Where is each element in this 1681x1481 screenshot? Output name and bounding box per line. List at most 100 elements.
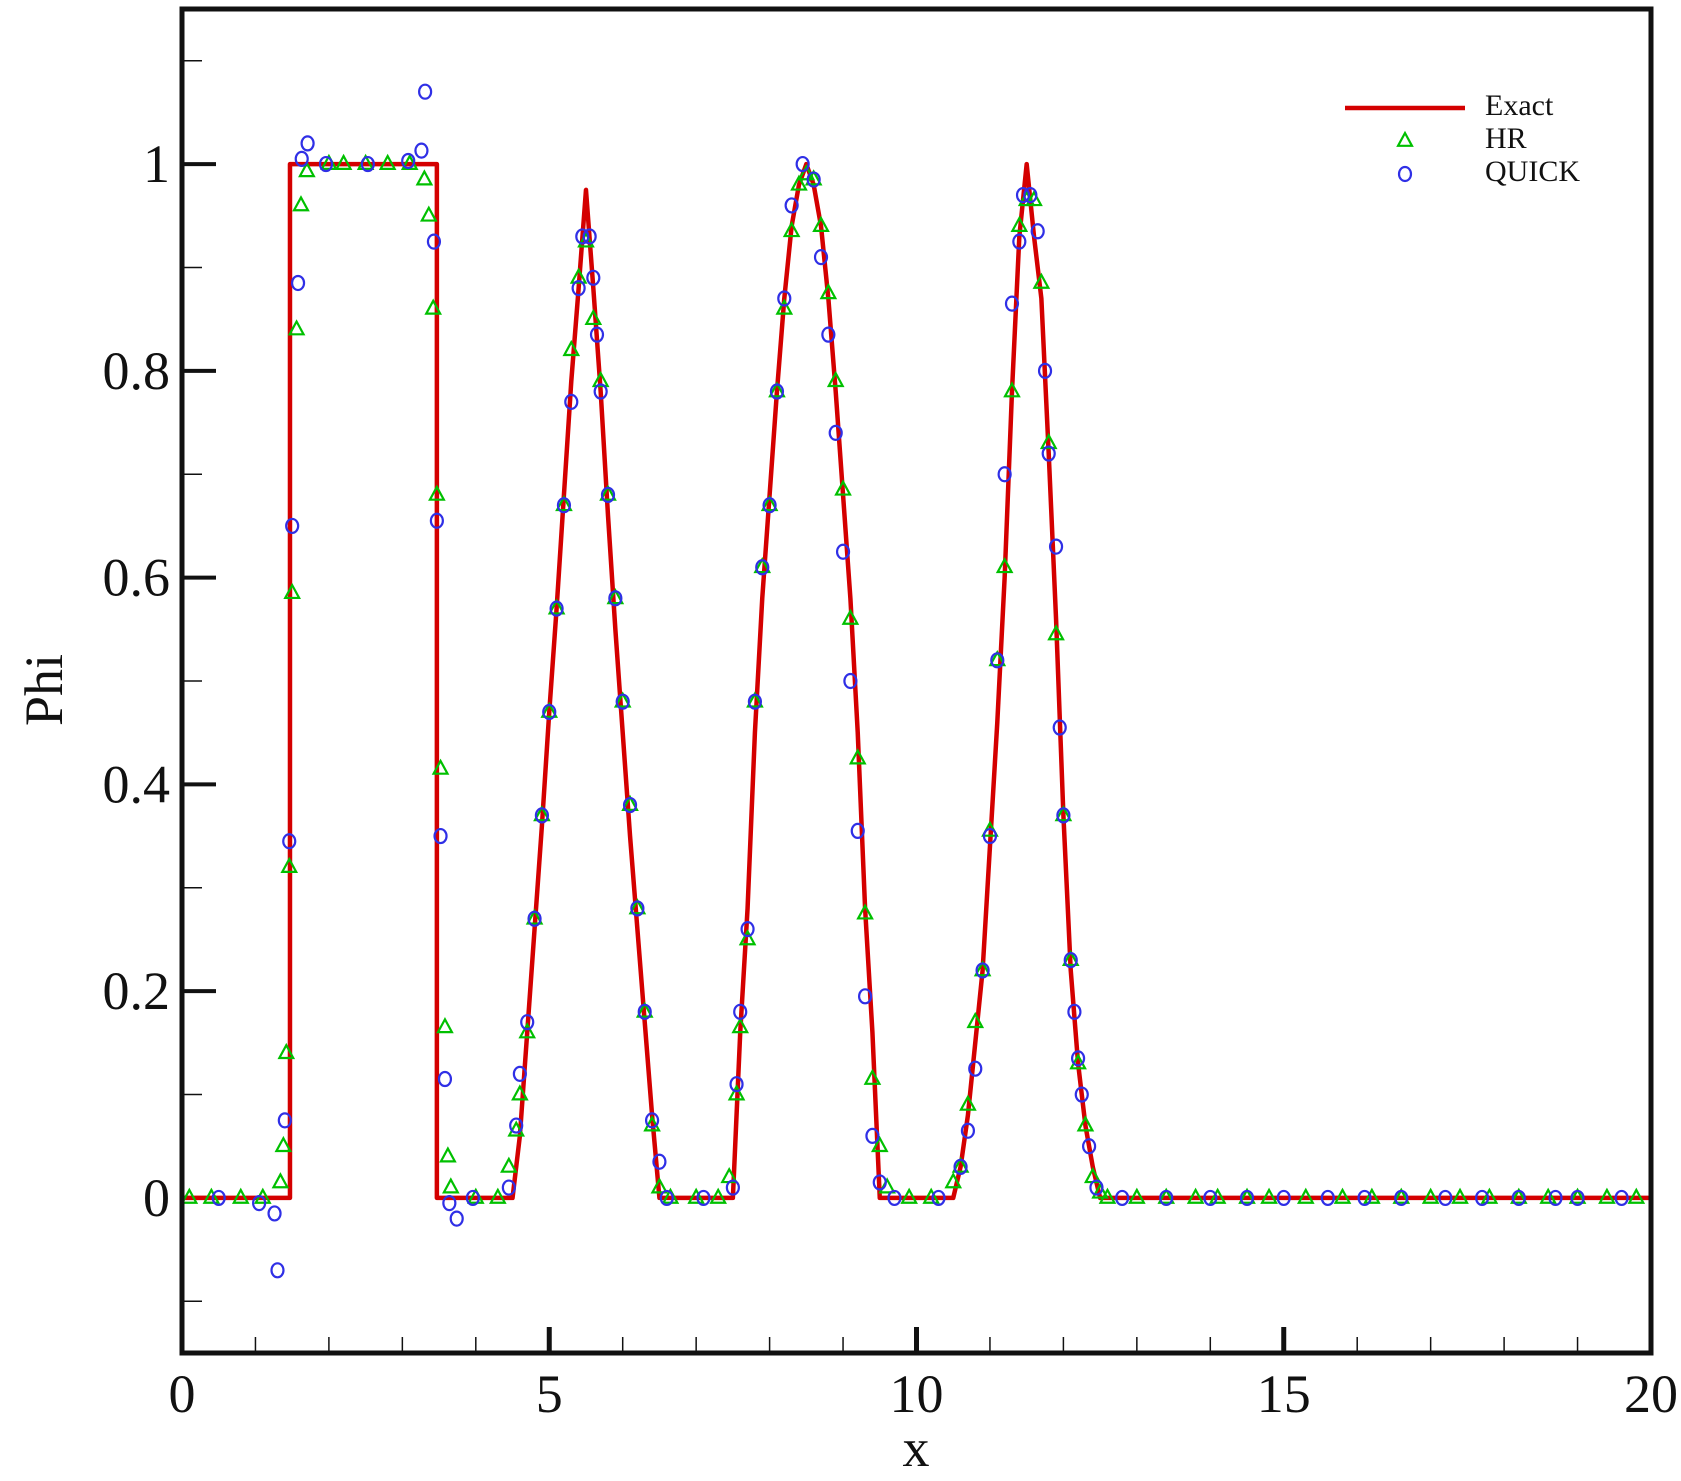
quick-marker	[843, 672, 858, 690]
x-tick-label: 20	[1624, 1364, 1678, 1424]
hr-marker	[489, 1187, 507, 1204]
quick-marker	[252, 1194, 267, 1212]
quick-marker	[1570, 1189, 1585, 1207]
hr-marker	[298, 161, 316, 178]
hr-marker	[431, 758, 450, 775]
y-tick-label: 0.6	[103, 548, 171, 608]
quick-marker	[277, 1112, 292, 1129]
hr-marker	[182, 1187, 199, 1204]
quick-marker	[270, 1262, 285, 1279]
hr-marker	[1032, 272, 1051, 289]
hr-marker	[709, 1187, 727, 1204]
quick-marker	[1438, 1189, 1453, 1207]
hr-marker	[202, 1187, 221, 1204]
quick-marker	[755, 559, 770, 576]
quick-marker	[1070, 1050, 1086, 1067]
hr-marker	[819, 283, 838, 300]
hr-marker	[900, 1187, 918, 1204]
legend-marker	[1397, 165, 1413, 183]
quick-marker	[1012, 233, 1027, 250]
hr-marker	[1091, 1182, 1109, 1199]
hr-marker	[944, 1172, 963, 1189]
quick-marker	[282, 833, 297, 850]
quick-marker	[1063, 952, 1078, 969]
quick-marker	[1159, 1189, 1174, 1207]
hr-marker	[1238, 1187, 1256, 1204]
hr-marker	[1363, 1187, 1381, 1204]
y-axis-label: Phi	[14, 654, 74, 726]
hr-marker	[768, 381, 786, 398]
quick-marker	[795, 155, 810, 173]
quick-marker	[1115, 1189, 1130, 1207]
hr-marker	[280, 856, 299, 873]
hr-marker	[1157, 1187, 1176, 1204]
quick-marker	[1052, 719, 1067, 736]
hr-marker	[738, 929, 757, 946]
quick-marker	[1056, 807, 1071, 824]
quick-marker	[294, 150, 309, 168]
hr-marker	[1025, 189, 1043, 207]
quick-marker	[564, 393, 579, 410]
hr-marker	[621, 794, 639, 811]
hr-marker	[1568, 1187, 1587, 1204]
hr-marker	[613, 691, 632, 708]
quick-marker	[401, 152, 416, 170]
hr-marker	[1003, 381, 1021, 398]
quick-marker	[211, 1189, 226, 1207]
hr-marker	[966, 1011, 985, 1029]
quick-marker	[534, 807, 550, 824]
quick-marker	[1276, 1189, 1291, 1207]
quick-marker	[575, 228, 590, 245]
quick-marker	[850, 822, 865, 840]
hr-marker	[562, 339, 581, 357]
hr-marker	[650, 1177, 669, 1194]
quick-marker	[997, 466, 1012, 483]
legend-label: HR	[1485, 122, 1527, 155]
quick-marker	[725, 1179, 740, 1196]
hr-marker	[555, 494, 573, 512]
quick-marker	[1048, 538, 1064, 555]
hr-marker	[271, 1172, 290, 1189]
legend-label: Exact	[1485, 89, 1554, 122]
quick-marker	[571, 280, 586, 297]
hr-marker	[1260, 1187, 1278, 1204]
quick-marker	[418, 83, 433, 100]
hr-marker	[419, 205, 438, 222]
hr-marker	[1421, 1187, 1440, 1204]
hr-marker	[812, 215, 830, 233]
hr-marker	[533, 805, 551, 822]
hr-marker	[1128, 1187, 1146, 1204]
hr-marker	[442, 1177, 460, 1194]
hr-marker	[274, 1135, 293, 1153]
y-tick-label: 0.8	[103, 341, 171, 401]
hr-marker	[591, 370, 610, 388]
quick-marker	[600, 486, 616, 504]
quick-marker	[733, 1003, 748, 1020]
quick-marker	[1511, 1189, 1526, 1207]
quick-marker	[1074, 1086, 1089, 1103]
quick-marker	[512, 1065, 527, 1082]
quick-marker	[828, 424, 843, 441]
hr-marker	[628, 898, 647, 915]
quick-marker	[1067, 1003, 1082, 1020]
quick-marker	[968, 1060, 983, 1077]
x-tick-label: 15	[1257, 1364, 1311, 1424]
hr-marker	[959, 1094, 977, 1111]
quick-marker	[813, 249, 829, 266]
hr-marker	[1539, 1187, 1557, 1204]
quick-marker	[821, 326, 836, 343]
quick-marker	[556, 497, 572, 514]
plot-frame	[179, 6, 1654, 1356]
hr-marker	[848, 748, 867, 765]
hr-marker	[378, 153, 397, 170]
hr-marker	[511, 1084, 529, 1101]
quick-marker	[637, 1003, 652, 1020]
legend-label: QUICK	[1485, 155, 1580, 188]
quick-marker	[300, 135, 315, 152]
quick-marker	[777, 290, 792, 307]
quick-marker	[1015, 186, 1031, 204]
hr-marker	[507, 1120, 526, 1137]
hr-marker	[635, 1001, 654, 1018]
quick-marker	[887, 1189, 902, 1207]
quick-marker	[501, 1179, 516, 1196]
